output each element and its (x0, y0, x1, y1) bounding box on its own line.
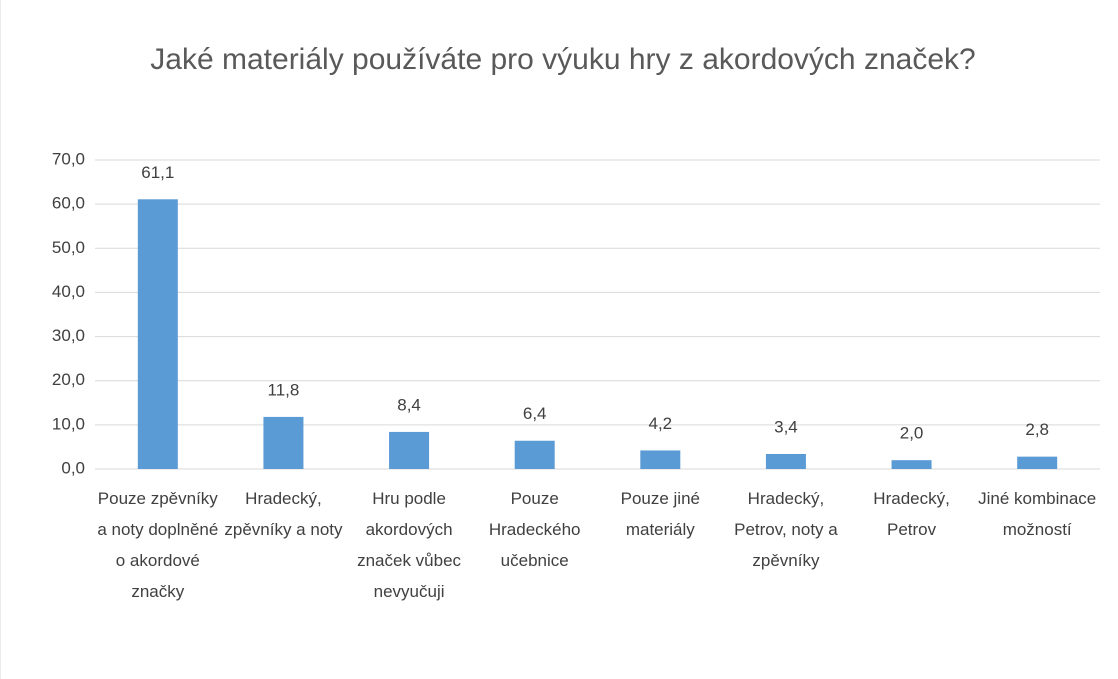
y-tick-label: 10,0 (52, 414, 85, 433)
data-label: 2,0 (900, 424, 924, 443)
bar (137, 199, 178, 469)
bar (1017, 456, 1058, 469)
data-label: 4,2 (648, 414, 672, 433)
y-tick-label: 60,0 (52, 194, 85, 213)
x-tick-label: Pouze zpěvníky a noty doplněné o akordov… (97, 489, 219, 601)
data-label: 3,4 (774, 417, 798, 436)
bar (514, 440, 555, 469)
data-label: 61,1 (141, 163, 174, 182)
x-tick-label: Hru podle akordových značek vůbec nevyuč… (357, 489, 462, 601)
x-tick-label: Jiné kombinace možností (978, 489, 1097, 539)
chart-title: Jaké materiály používáte pro výuku hry z… (150, 43, 976, 76)
y-tick-label: 0,0 (61, 458, 85, 477)
x-tick-label: Hradecký, Petrov, noty a zpěvníky (734, 489, 838, 570)
y-tick-label: 20,0 (52, 370, 85, 389)
y-tick-label: 40,0 (52, 282, 85, 301)
x-tick-label: Hradecký, zpěvníky a noty (224, 489, 343, 539)
data-label: 2,8 (1025, 420, 1049, 439)
bar (891, 460, 932, 469)
bar (389, 431, 430, 469)
bar (263, 416, 304, 469)
y-tick-label: 50,0 (52, 238, 85, 257)
y-tick-label: 30,0 (52, 326, 85, 345)
x-tick-label: Pouze Hradeckého učebnice (488, 489, 581, 570)
y-tick-label: 70,0 (52, 149, 85, 168)
x-tick-label: Hradecký, Petrov (873, 489, 950, 539)
bar (640, 450, 681, 469)
bar (765, 453, 806, 469)
data-label: 11,8 (268, 380, 300, 399)
x-tick-label: Pouze jiné materiály (620, 489, 700, 539)
data-label: 6,4 (523, 404, 547, 423)
data-label: 8,4 (397, 395, 421, 414)
